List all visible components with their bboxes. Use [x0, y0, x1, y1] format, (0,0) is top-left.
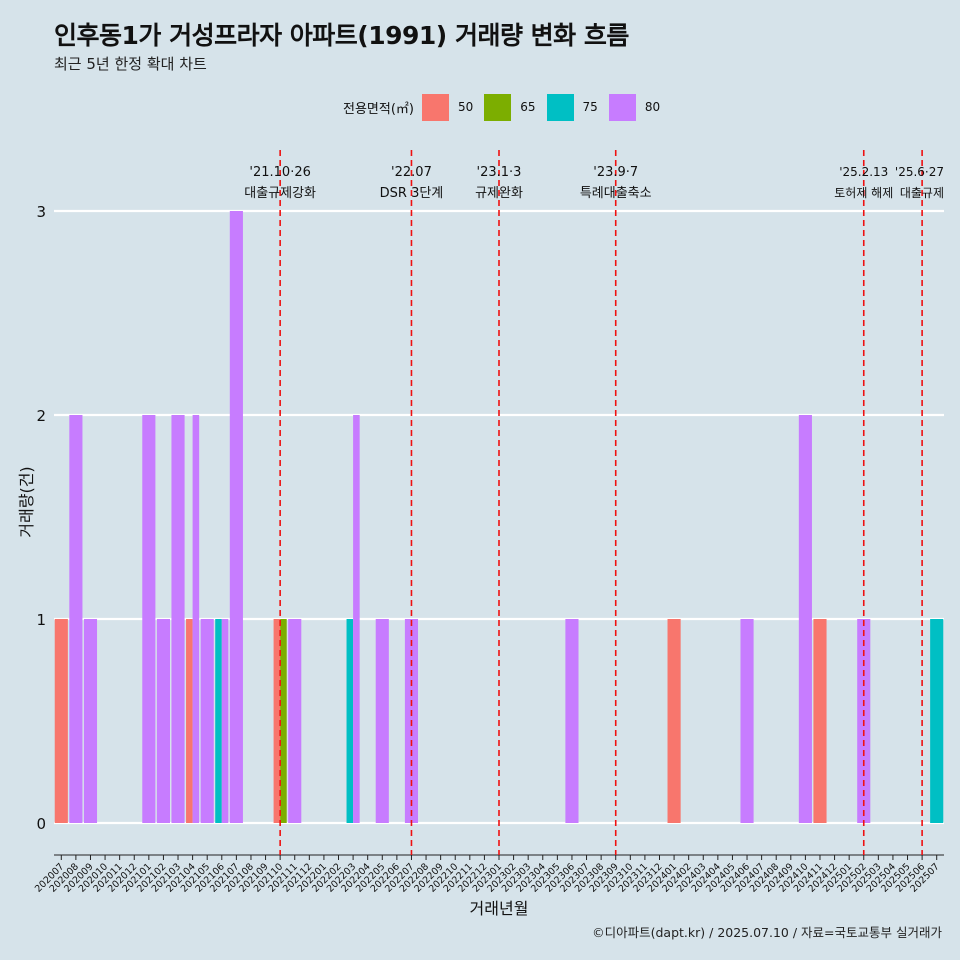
- bar-202101-80: [142, 415, 156, 823]
- legend-swatch-75: [546, 93, 574, 121]
- chart-title: 인후동1가 거성프라자 아파트(1991) 거래량 변화 흐름: [54, 21, 629, 50]
- bar-202203-80: [353, 415, 360, 823]
- legend-swatch-50: [421, 93, 449, 121]
- event-date-202207: '22.07: [391, 165, 432, 180]
- bar-202102-80: [156, 619, 170, 823]
- chart-subtitle: 최근 5년 한정 확대 차트: [54, 55, 207, 73]
- bar-202111-80: [288, 619, 302, 823]
- event-label-202301: 규제완화: [475, 186, 523, 201]
- bar-202008-80: [69, 415, 83, 823]
- y-axis-title: 거래량(건): [17, 466, 36, 537]
- bar-202009-80: [83, 619, 98, 823]
- event-label-202502: 토허제 해제: [834, 186, 893, 200]
- bar-202306-80: [565, 619, 579, 823]
- legend-item-50: 50: [421, 93, 474, 121]
- legend-label-65: 65: [520, 100, 536, 114]
- bar-202007-50: [54, 619, 68, 823]
- bar-202401-50: [667, 619, 681, 823]
- x-axis-title: 거래년월: [470, 899, 529, 918]
- bar-202103-80: [171, 415, 185, 823]
- legend-item-65: 65: [484, 93, 536, 121]
- event-label-202207: DSR 3단계: [380, 186, 444, 201]
- bar-202104-80: [192, 415, 200, 823]
- legend-swatch-65: [484, 93, 512, 121]
- bar-202107-80: [229, 211, 243, 823]
- legend-item-75: 75: [546, 93, 598, 121]
- event-date-202301: '23.1·3: [477, 165, 522, 180]
- bar-202203-75: [346, 619, 354, 823]
- legend-item-80: 80: [608, 93, 661, 121]
- event-label-202506: 대출규제: [900, 186, 944, 200]
- bar-202105-80: [200, 619, 214, 823]
- bar-202110-65: [280, 619, 287, 823]
- bar-202406-80: [740, 619, 754, 823]
- bar-202411-50: [813, 619, 827, 823]
- bar-202205-80: [375, 619, 389, 823]
- legend-swatch-80: [608, 93, 636, 121]
- bar-202410-80: [798, 415, 812, 823]
- legend-title: 전용면적(㎡): [343, 101, 414, 117]
- event-date-202309: '23.9·7: [593, 165, 638, 180]
- legend-label-80: 80: [644, 100, 661, 114]
- legend-label-50: 50: [457, 100, 474, 114]
- legend: 전용면적(㎡) 50 65 75 80: [343, 93, 671, 121]
- event-date-202502: '25.2.13: [839, 165, 888, 179]
- bar-202106-80: [221, 619, 229, 823]
- y-tick-label-0: 0: [36, 815, 46, 833]
- y-tick-label-3: 3: [36, 203, 46, 221]
- bar-202104-50: [186, 619, 193, 823]
- legend-label-75: 75: [582, 100, 598, 114]
- bar-202507-75: [930, 619, 944, 823]
- event-label-202309: 특례대출축소: [580, 186, 652, 201]
- bar-202106-75: [215, 619, 222, 823]
- event-date-202110: '21.10·26: [249, 165, 310, 180]
- bar-202110-50: [273, 619, 281, 823]
- y-tick-label-1: 1: [36, 611, 46, 629]
- event-date-202506: '25.6·27: [895, 165, 944, 179]
- event-label-202110: 대출규제강화: [244, 186, 316, 201]
- y-tick-label-2: 2: [36, 407, 46, 425]
- source-caption: ©디아파트(dapt.kr) / 2025.07.10 / 자료=국토교통부 실…: [592, 925, 942, 940]
